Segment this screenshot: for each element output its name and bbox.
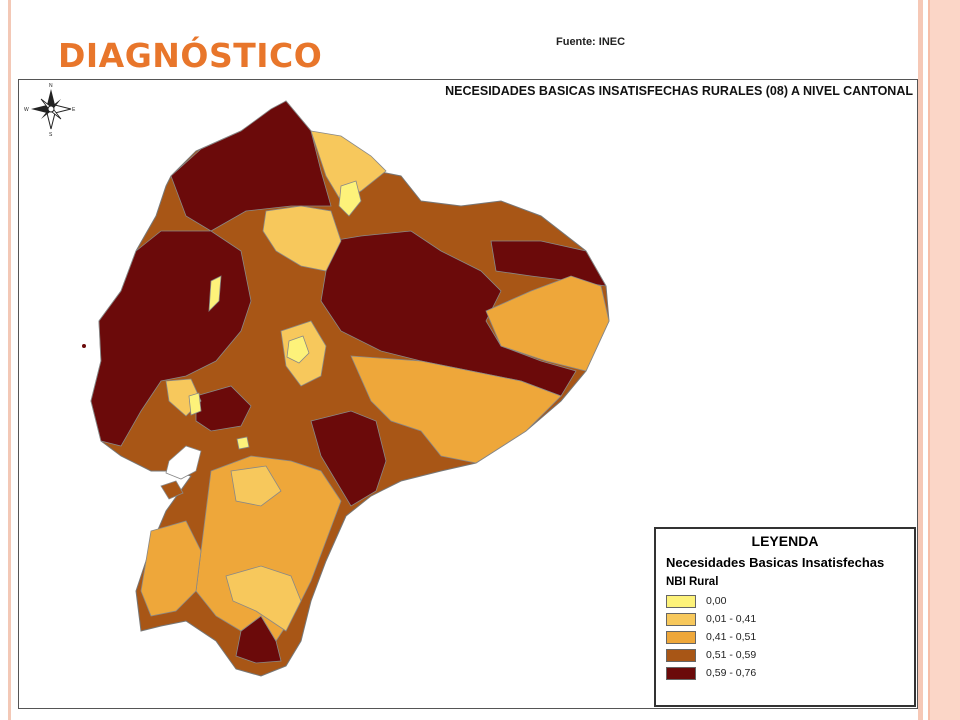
right-decor-band — [928, 0, 960, 720]
region-loja-pale — [225, 565, 302, 632]
region-south-central-maroon — [310, 410, 387, 507]
region-carchi-pale — [310, 130, 387, 202]
islet — [82, 344, 86, 348]
region-cuenca-pale — [230, 465, 282, 507]
region-guayaquil-yellow — [188, 392, 202, 416]
legend-label: 0,41 - 0,51 — [706, 631, 757, 643]
legend-label: 0,00 — [706, 595, 727, 607]
map-legend: LEYENDA Necesidades Basicas Insatisfecha… — [654, 527, 916, 707]
region-north-sierra-pale — [262, 205, 342, 272]
source-note: Fuente: INEC — [556, 36, 626, 48]
legend-subtitle: Necesidades Basicas Insatisfechas — [666, 555, 885, 570]
legend-row: 0,01 - 0,41 — [666, 610, 914, 628]
legend-heading: LEYENDA — [751, 533, 819, 549]
legend-row: 0,00 — [666, 592, 914, 610]
map-frame: N E S W NECESIDADES BASICAS INSATISFECHA… — [18, 79, 918, 709]
left-decor-rail — [8, 0, 11, 720]
compass-label-w: W — [24, 107, 29, 113]
region-amazon-east-orange — [485, 275, 610, 372]
gulf-water — [165, 445, 202, 480]
region-north-yellow — [338, 180, 362, 217]
legend-swatch — [666, 648, 696, 662]
legend-label: 0,51 - 0,59 — [706, 649, 757, 661]
legend-label: 0,59 - 0,76 — [706, 667, 757, 679]
legend-label: 0,01 - 0,41 — [706, 613, 757, 625]
legend-swatch — [666, 666, 696, 680]
ecuador-map: N E S W — [24, 83, 610, 677]
region-quito-yellow — [286, 335, 310, 364]
puna-island — [160, 480, 184, 500]
legend-swatch — [666, 612, 696, 626]
region-mid-coast-maroon — [195, 385, 252, 432]
compass-label-s: S — [49, 132, 53, 138]
region-west-yellow — [208, 275, 222, 313]
right-decor-rail — [918, 0, 923, 720]
legend-row: 0,51 - 0,59 — [666, 646, 914, 664]
compass-rose-icon: N E S W — [24, 83, 76, 138]
map-title: NECESIDADES BASICAS INSATISFECHAS RURALE… — [445, 84, 913, 98]
legend-swatch — [666, 630, 696, 644]
region-amazon-south-orange — [350, 355, 562, 464]
compass-label-n: N — [49, 83, 53, 89]
region-south-yellow — [236, 436, 250, 450]
legend-swatch — [666, 594, 696, 608]
legend-group: NBI Rural — [666, 576, 719, 588]
legend-items: 0,00 0,01 - 0,41 0,41 - 0,51 0,51 - 0,59 0,5… — [656, 592, 914, 682]
legend-row: 0,59 - 0,76 — [666, 664, 914, 682]
compass-label-e: E — [72, 107, 76, 113]
slide-title: DIAGNÓSTICO — [58, 36, 323, 75]
region-coast-south-orange — [140, 520, 202, 617]
region-amazon-north-maroon — [320, 230, 577, 397]
legend-row: 0,41 - 0,51 — [666, 628, 914, 646]
